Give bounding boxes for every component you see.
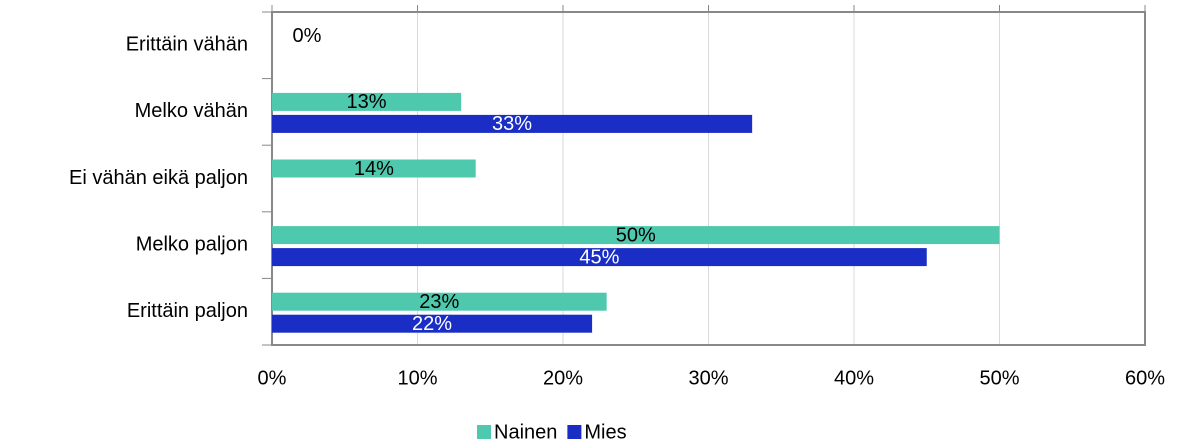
x-tick-label: 50%	[979, 367, 1019, 389]
plot-frame	[271, 11, 1146, 346]
x-tick-label: 0%	[258, 367, 287, 389]
data-label: 45%	[579, 246, 619, 268]
bar	[272, 292, 607, 311]
bar	[272, 92, 462, 111]
data-label: 50%	[616, 224, 656, 246]
y-tick-label: Melko vähän	[135, 100, 248, 122]
data-label: 33%	[492, 113, 532, 135]
data-label: 22%	[412, 313, 452, 335]
legend-label: Mies	[584, 421, 626, 443]
legend-label: Nainen	[494, 421, 557, 443]
legend-swatch	[567, 425, 582, 439]
data-label: 23%	[419, 291, 459, 313]
x-tick-label: 30%	[688, 367, 728, 389]
y-tick-label: Ei vähän eikä paljon	[69, 167, 248, 189]
y-tick-label: Melko paljon	[136, 233, 248, 255]
x-tick-label: 10%	[397, 367, 437, 389]
y-tick-label: Erittäin paljon	[127, 300, 248, 322]
x-tick-label: 20%	[543, 367, 583, 389]
y-tick-label: Erittäin vähän	[126, 34, 248, 56]
bar	[272, 114, 753, 133]
legend-swatch	[477, 425, 491, 439]
bar	[272, 159, 476, 178]
data-label: 14%	[354, 158, 394, 180]
bar	[272, 314, 593, 333]
data-label: 0%	[293, 25, 322, 47]
bar	[272, 226, 1000, 245]
x-tick-label: 60%	[1125, 367, 1165, 389]
x-tick-label: 40%	[834, 367, 874, 389]
data-label: 13%	[347, 91, 387, 113]
bar	[272, 248, 927, 267]
